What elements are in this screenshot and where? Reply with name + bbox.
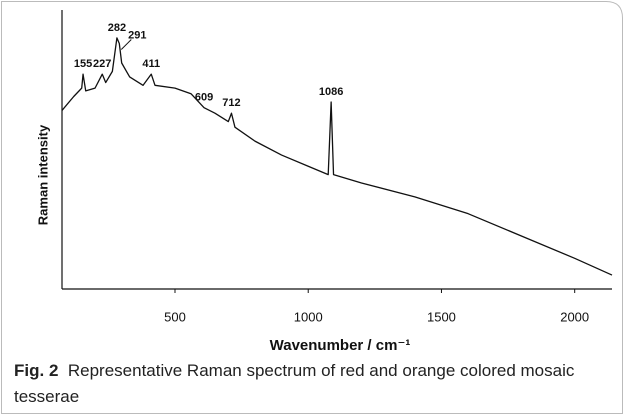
- y-axis-title: Raman intensity: [35, 124, 50, 225]
- x-tick-label: 500: [164, 309, 186, 324]
- spectrum-line: [61, 37, 613, 276]
- peak-label: 712: [222, 97, 240, 109]
- x-tick-label: 2000: [560, 309, 589, 324]
- peak-label: 155: [74, 58, 92, 70]
- peak-label: 1086: [319, 86, 343, 98]
- peak-label: 291: [128, 29, 146, 41]
- peak-label: 411: [142, 58, 160, 70]
- x-tick-label: 1000: [294, 309, 323, 324]
- peak-label: 609: [195, 92, 213, 104]
- caption: Fig. 2 Representative Raman spectrum of …: [14, 358, 610, 410]
- leader-line: [120, 39, 132, 50]
- x-axis-title: Wavenumber / cm⁻¹: [270, 337, 411, 354]
- peak-label: 227: [93, 58, 111, 70]
- x-tick-label: 1500: [427, 309, 456, 324]
- peak-label: 282: [108, 22, 126, 34]
- caption-text: Representative Raman spectrum of red and…: [14, 361, 575, 406]
- caption-label: Fig. 2: [14, 361, 59, 380]
